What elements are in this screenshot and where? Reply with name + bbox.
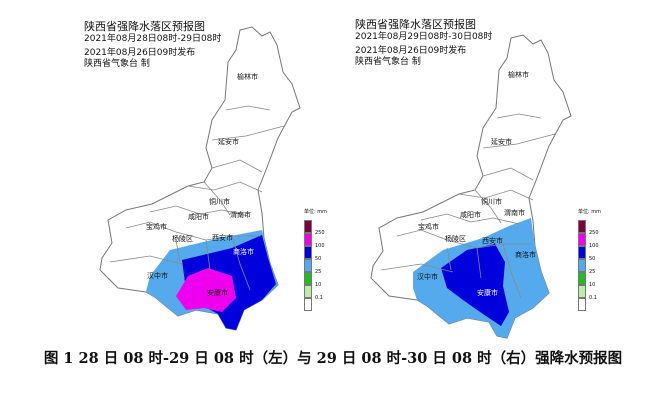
legend-tick: 100 xyxy=(589,243,599,249)
map-title: 陕西省强降水落区预报图 xyxy=(355,18,476,31)
legend-unit: 单位: mm xyxy=(578,209,602,215)
valid-period: 2021年08月29日08时-30日08时 xyxy=(355,32,493,42)
legend-tick: 50 xyxy=(315,256,322,262)
legend-swatch xyxy=(578,259,586,272)
city-label: 宝鸡市 xyxy=(418,223,439,231)
city-label: 西安市 xyxy=(212,234,233,242)
right-forecast-map: 陕西省强降水落区预报图 2021年08月29日08时-30日08时 2021年0… xyxy=(333,0,666,345)
city-label: 延安市 xyxy=(491,138,512,146)
legend-tick: 250 xyxy=(589,230,599,236)
city-label: 咸阳市 xyxy=(188,213,209,221)
map-title: 陕西省强降水落区预报图 xyxy=(84,20,205,33)
city-label: 安康市 xyxy=(477,289,498,297)
map-header: 陕西省强降水落区预报图 2021年08月28日08时-29日08时 2021年0… xyxy=(84,19,221,70)
left-forecast-map: 陕西省强降水落区预报图 2021年08月28日08时-29日08时 2021年0… xyxy=(0,0,333,345)
legend-tick: 25 xyxy=(589,269,596,275)
legend-swatch xyxy=(304,285,312,298)
issue-time: 2021年08月26日09时发布 xyxy=(355,46,467,56)
legend-tick: 100 xyxy=(315,243,325,249)
legend-swatch xyxy=(578,272,586,285)
city-label: 商洛市 xyxy=(233,248,254,256)
shaanxi-province xyxy=(370,34,572,339)
legend-swatch xyxy=(304,298,312,311)
legend-swatch xyxy=(578,298,586,311)
city-label: 铜川市 xyxy=(209,198,230,206)
legend-swatch xyxy=(578,285,586,298)
legend-tick: 10 xyxy=(315,282,322,288)
city-label: 汉中市 xyxy=(147,272,168,280)
legend-tick: 50 xyxy=(589,256,596,262)
city-label: 安康市 xyxy=(207,289,228,297)
shaanxi-province xyxy=(99,26,301,331)
legend-swatch xyxy=(304,246,312,259)
city-label: 汉中市 xyxy=(417,273,438,281)
legend-swatch xyxy=(578,233,586,246)
legend-swatch xyxy=(578,220,586,233)
zone-100-250 xyxy=(176,268,236,312)
left-map-graphic xyxy=(99,26,301,331)
legend-tick: 250 xyxy=(315,230,325,236)
producer: 陕西省气象台 制 xyxy=(355,57,421,67)
city-label: 宝鸡市 xyxy=(146,223,167,231)
figure-caption: 图 1 28 日 08 时-29 日 08 时（左）与 29 日 08 时-30… xyxy=(43,350,623,367)
legend-tick: 10 xyxy=(589,282,596,288)
legend-swatch xyxy=(304,220,312,233)
city-label: 商洛市 xyxy=(515,251,536,259)
zone-50-100 xyxy=(441,244,509,326)
city-label: 西安市 xyxy=(482,237,503,245)
legend-swatch xyxy=(304,233,312,246)
legend-unit: 单位: mm xyxy=(304,209,328,215)
legend-swatch xyxy=(304,259,312,272)
legend-swatch xyxy=(578,246,586,259)
map-header: 陕西省强降水落区预报图 2021年08月29日08时-30日08时 2021年0… xyxy=(355,17,492,68)
producer: 陕西省气象台 制 xyxy=(84,59,150,69)
city-label: 铜川市 xyxy=(481,198,502,206)
city-label: 杨陵区 xyxy=(172,235,193,243)
city-label: 杨陵区 xyxy=(445,235,466,243)
city-label: 渭南市 xyxy=(230,211,251,219)
legend-swatch xyxy=(304,272,312,285)
right-map-graphic xyxy=(370,34,572,339)
city-label: 延安市 xyxy=(218,138,239,146)
legend-tick: 25 xyxy=(315,269,322,275)
legend-tick: 0.1 xyxy=(589,295,597,301)
city-label: 渭南市 xyxy=(504,209,525,217)
valid-period: 2021年08月28日08时-29日08时 xyxy=(84,34,222,44)
issue-time: 2021年08月26日09时发布 xyxy=(84,48,196,58)
city-label: 榆林市 xyxy=(508,71,529,79)
city-label: 榆林市 xyxy=(237,73,258,81)
legend-tick: 0.1 xyxy=(315,295,323,301)
city-label: 咸阳市 xyxy=(460,211,481,219)
